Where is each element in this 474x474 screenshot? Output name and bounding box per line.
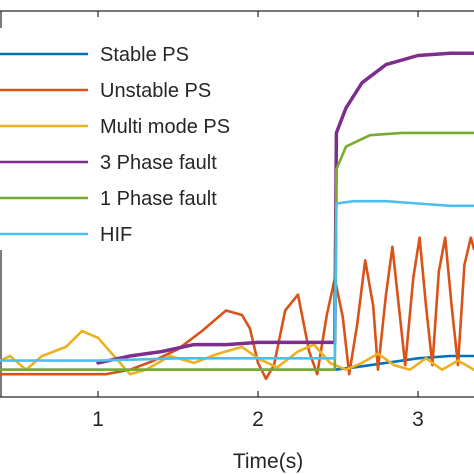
legend-label: 1 Phase fault — [100, 188, 217, 210]
legend-box — [0, 28, 280, 250]
series-line-unstable-ps — [0, 236, 474, 381]
x-tick-label: 3 — [412, 408, 424, 431]
legend-label: HIF — [100, 224, 132, 246]
x-axis-label: Time(s) — [233, 450, 303, 473]
legend-label: 3 Phase fault — [100, 152, 217, 174]
legend: Stable PS Unstable PS Multi mode PS 3 Phase… — [0, 28, 280, 250]
series-line-multi-mode-ps — [0, 329, 474, 376]
x-tick-label: 1 — [92, 408, 104, 431]
legend-label: Stable PS — [100, 44, 189, 66]
legend-label: Unstable PS — [100, 80, 211, 102]
series-line-3-phase-fault — [96, 51, 474, 365]
legend-label: Multi mode PS — [100, 116, 230, 138]
x-tick-label: 2 — [252, 408, 264, 431]
series-line-1-phase-fault — [0, 131, 474, 371]
series-lines — [0, 51, 474, 381]
series-line-hif — [0, 199, 474, 362]
